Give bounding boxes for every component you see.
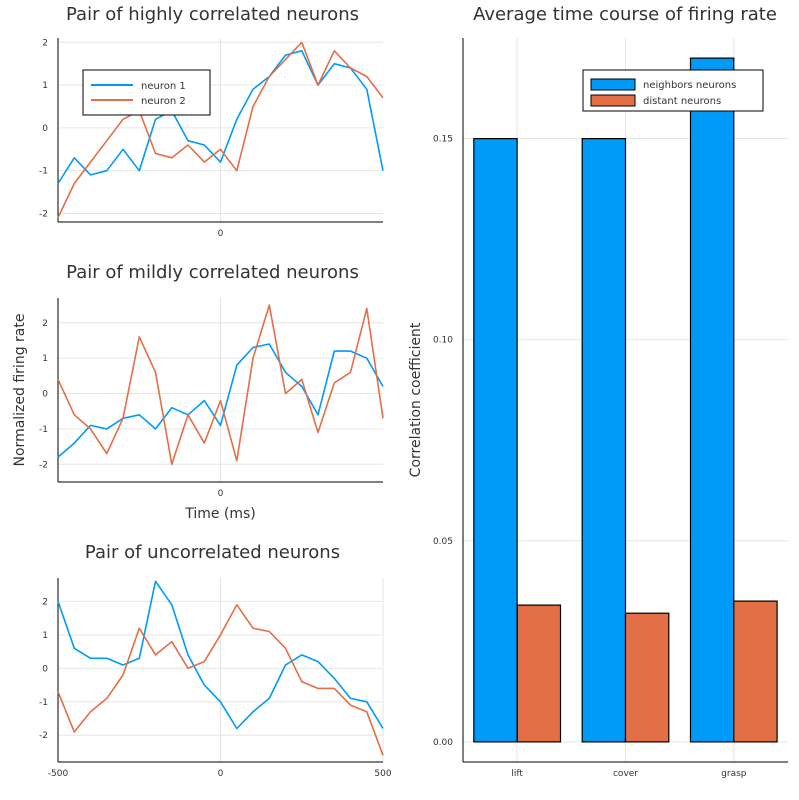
bar-panel: lift cover grasp 0.00 0.05 0.10 0.15 Average ti… [408, 4, 788, 779]
series-line-2 [57, 304, 384, 466]
bar-lift-distant [516, 604, 562, 743]
y-tick-label: 0 [42, 390, 48, 400]
bar-grasp-neighbors [689, 57, 735, 743]
legend: neighbors neurons distant neurons [582, 69, 764, 112]
x-tick-label: -500 [48, 769, 69, 779]
chart-title: Pair of uncorrelated neurons [85, 542, 340, 563]
legend-label: neuron 2 [141, 96, 186, 107]
legend-swatch [590, 78, 636, 91]
legend-box [82, 69, 211, 116]
y-tick-label: 1 [42, 631, 48, 641]
y-tick-label: -1 [39, 167, 48, 177]
line-panel-1: -2 -1 0 1 2 0 Pair of highly correlated neuron… [39, 4, 384, 239]
y-tick-label: 0 [42, 124, 48, 134]
series-line-2 [57, 603, 384, 756]
x-tick-label: 0 [218, 769, 224, 779]
chart-title: Pair of highly correlated neurons [66, 4, 359, 25]
y-tick-label: -2 [39, 209, 48, 219]
y-tick-label: 2 [42, 319, 48, 329]
series-line-1 [57, 343, 384, 458]
x-tick-label: lift [511, 769, 523, 779]
x-tick-label: 0 [218, 229, 224, 239]
y-tick-label: 2 [42, 38, 48, 48]
y-axis-label: Normalized firing rate [12, 314, 28, 467]
y-axis-label: Correlation coefficient [408, 322, 424, 477]
series-line-2 [57, 41, 384, 219]
line-panel-2: -2 -1 0 1 2 0 Pair of mildly correlated neuron… [12, 262, 384, 522]
series-line-1 [57, 49, 384, 184]
legend-swatch [590, 94, 636, 107]
legend: neuron 1 neuron 2 [82, 69, 211, 116]
bar-grasp-distant [733, 600, 778, 743]
chart-title: Pair of mildly correlated neurons [66, 262, 359, 283]
legend-label: distant neurons [643, 96, 721, 107]
legend-label: neuron 1 [141, 81, 186, 92]
chart-title: Average time course of firing rate [473, 4, 777, 25]
x-axis-label: Time (ms) [184, 506, 256, 522]
y-tick-label: 2 [42, 597, 48, 607]
y-tick-label: 0.15 [433, 135, 453, 145]
x-tick-label: 500 [374, 769, 391, 779]
y-tick-label: 0.05 [433, 537, 453, 547]
x-tick-label: cover [613, 769, 638, 779]
bar-cover-distant [624, 612, 670, 743]
bar-lift-neighbors [473, 138, 518, 743]
line-panel-3: -2 -1 0 1 2 -500 0 500 Pair of uncorrelated neur… [39, 542, 392, 779]
x-tick-label: 0 [218, 489, 224, 499]
x-tick-label: grasp [721, 769, 747, 779]
y-tick-label: -2 [39, 731, 48, 741]
y-tick-label: -1 [39, 425, 48, 435]
y-tick-label: -2 [39, 460, 48, 470]
bar-cover-neighbors [581, 138, 627, 743]
y-tick-label: 1 [42, 354, 48, 364]
legend-label: neighbors neurons [643, 80, 736, 91]
y-tick-label: 1 [42, 81, 48, 91]
y-tick-label: 0.00 [433, 738, 453, 748]
y-tick-label: 0 [42, 664, 48, 674]
y-tick-label: -1 [39, 698, 48, 708]
series-line-1 [57, 580, 384, 730]
y-tick-label: 0.10 [433, 336, 453, 346]
